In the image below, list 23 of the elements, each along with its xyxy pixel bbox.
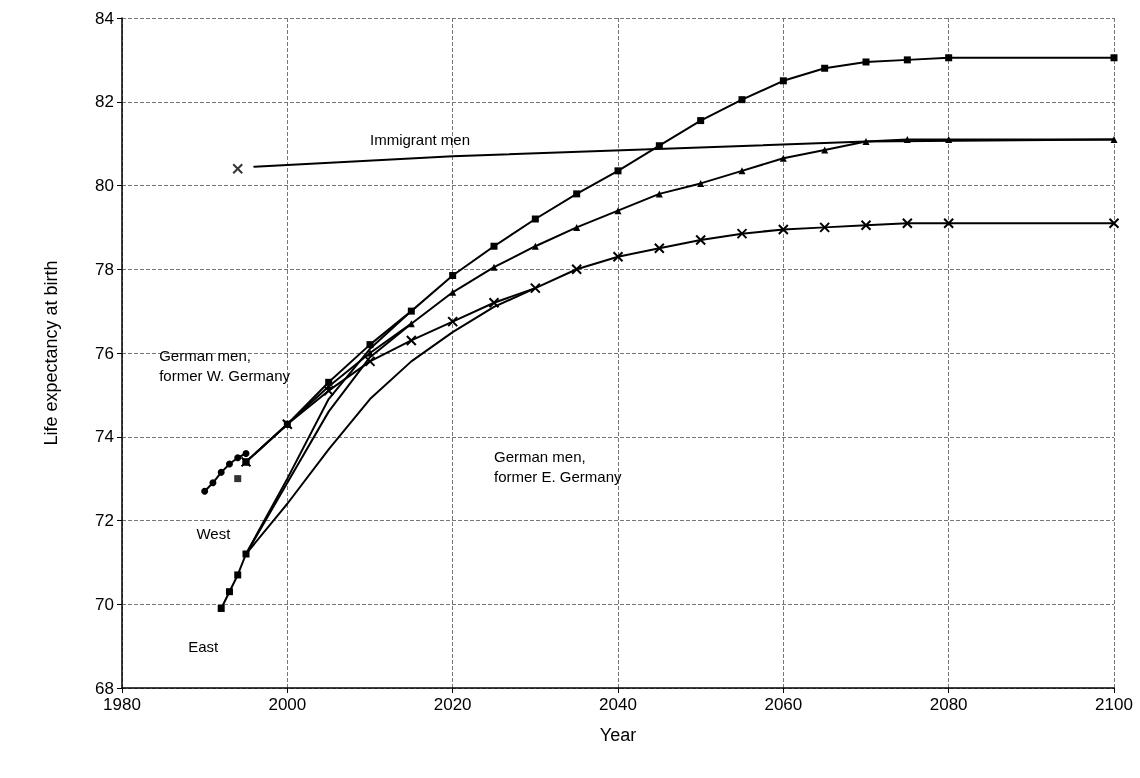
y-tick-label: 74 bbox=[95, 427, 114, 447]
x-tick-label: 2100 bbox=[1095, 695, 1133, 714]
x-tick-label: 2020 bbox=[433, 695, 472, 714]
x-tick-label: 2080 bbox=[929, 695, 968, 714]
y-tick-label: 70 bbox=[95, 594, 114, 614]
annotation: German men, former W. Germany bbox=[159, 347, 291, 385]
x-tick-label: 1980 bbox=[103, 695, 141, 714]
x-tick-label: 2040 bbox=[599, 695, 637, 714]
x-axis-title: Year bbox=[599, 725, 637, 745]
x-tick-label: 2000 bbox=[268, 695, 307, 714]
annotation: West bbox=[196, 524, 232, 542]
y-tick-label: 84 bbox=[95, 8, 114, 28]
x-tick-label: 2060 bbox=[764, 695, 803, 714]
annotation: German men, former E. Germany bbox=[494, 447, 623, 485]
y-tick-label: 80 bbox=[95, 176, 114, 195]
y-axis-title: Life expectancy at birth bbox=[41, 260, 61, 446]
y-tick-label: 72 bbox=[95, 511, 114, 530]
y-tick-label: 76 bbox=[95, 343, 114, 363]
annotation: East bbox=[188, 637, 219, 655]
y-tick-label: 68 bbox=[95, 678, 114, 698]
annotation: Immigrant men bbox=[370, 130, 471, 148]
y-tick-label: 78 bbox=[95, 259, 114, 279]
y-tick-label: 82 bbox=[95, 92, 114, 112]
